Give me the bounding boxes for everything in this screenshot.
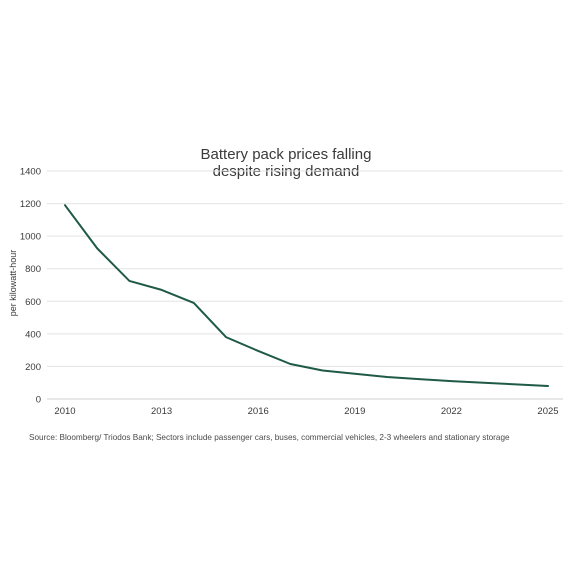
x-tick-label: 2019 — [344, 406, 365, 417]
y-axis-title: per kilowatt-hour — [8, 250, 18, 317]
x-tick-label: 2025 — [537, 406, 558, 417]
series-line-0 — [64, 204, 549, 387]
series-layer — [64, 204, 549, 387]
x-tick-label: 2022 — [441, 406, 462, 417]
y-tick-label: 600 — [25, 297, 41, 308]
y-tick-label: 1400 — [20, 167, 41, 178]
y-tick-label: 0 — [36, 395, 41, 406]
x-tick-label: 2016 — [248, 406, 269, 417]
chart-title-line-1: Battery pack prices falling — [201, 146, 372, 163]
y-tick-labels: 0 200 400 600 800 1000 1200 1400 — [20, 167, 41, 406]
source-note: Source: Bloomberg/ Triodos Bank; Sectors… — [29, 433, 510, 442]
y-tick-label: 800 — [25, 264, 41, 275]
y-tick-label: 200 — [25, 362, 41, 373]
y-tick-label: 400 — [25, 329, 41, 340]
gridlines — [47, 170, 563, 400]
y-tick-label: 1200 — [20, 199, 41, 210]
x-tick-label: 2013 — [151, 406, 172, 417]
x-tick-label: 2010 — [54, 406, 75, 417]
y-tick-label: 1000 — [20, 232, 41, 243]
x-tick-labels: 2010 2013 2016 2019 2022 2025 — [54, 406, 558, 417]
